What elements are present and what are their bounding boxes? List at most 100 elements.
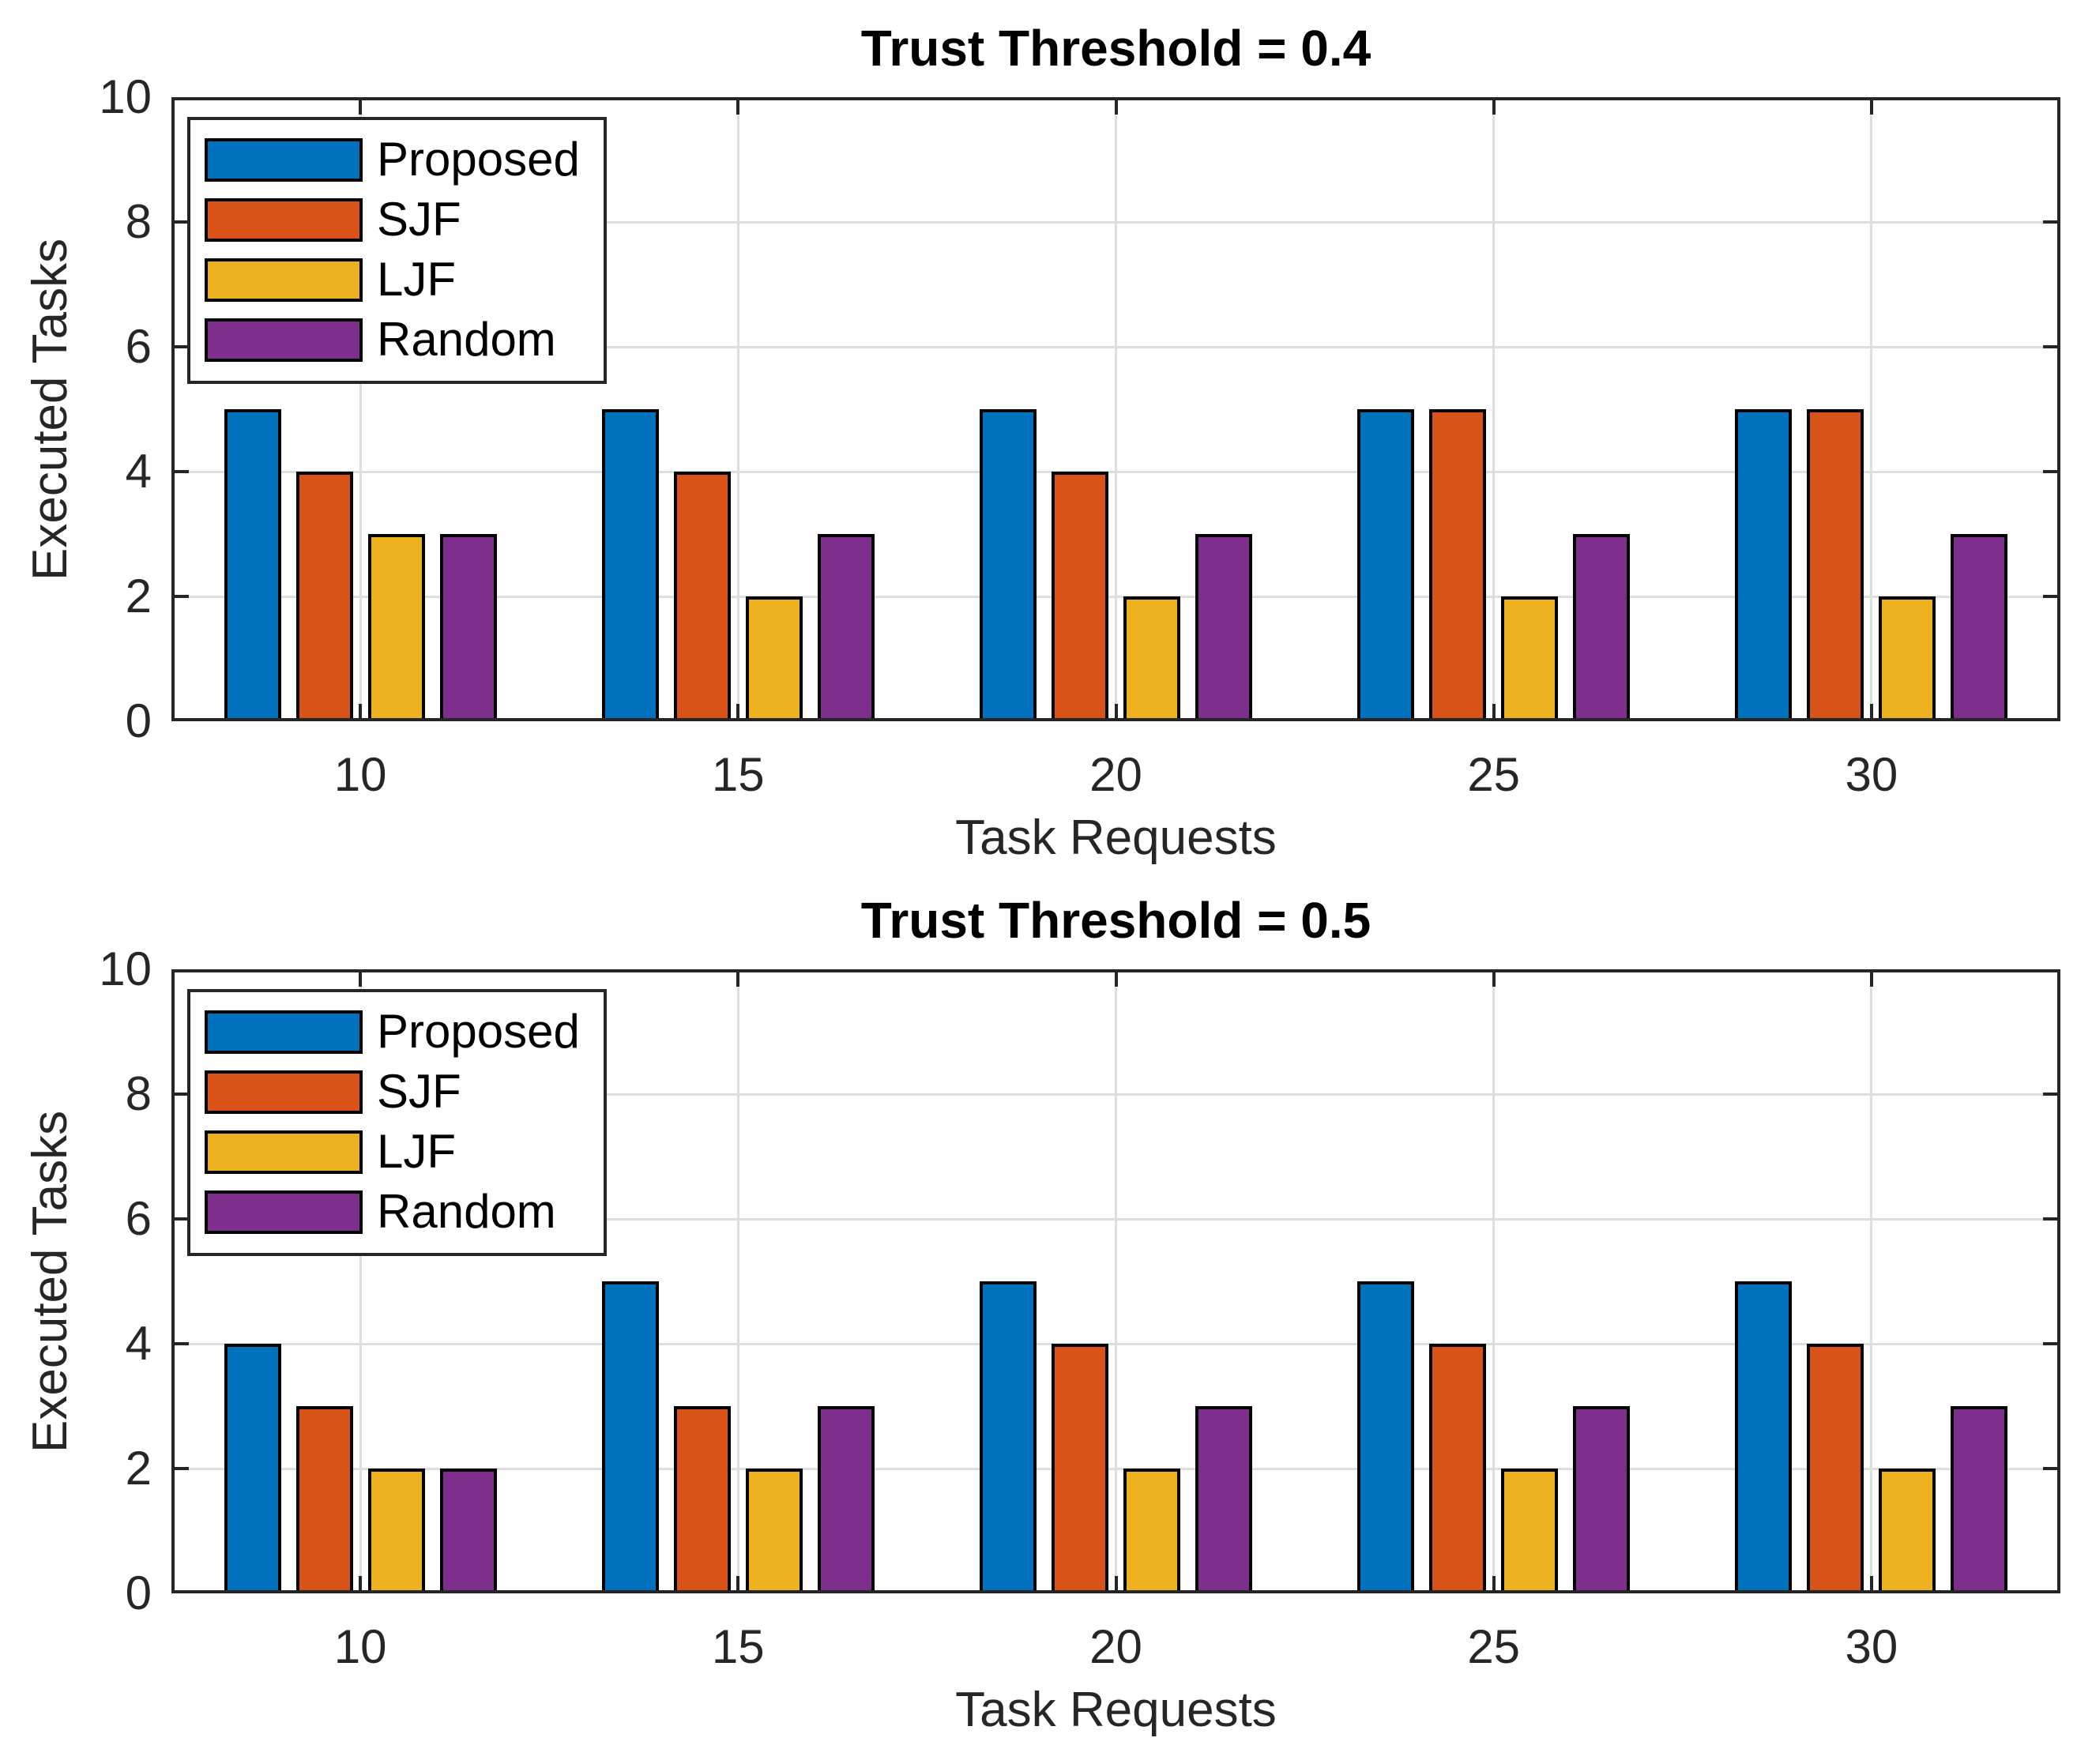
legend-swatch-random (205, 318, 363, 362)
x-tick-label-30: 30 (1845, 748, 1898, 801)
y-tick-mark (175, 1467, 189, 1470)
y-tick-label-0: 0 (125, 694, 152, 747)
legend-label-proposed: Proposed (377, 133, 580, 186)
legend-item-proposed: Proposed (205, 1002, 580, 1062)
bar-ljf-20 (1123, 1469, 1180, 1593)
x-tick-mark (1492, 972, 1496, 987)
bar-proposed-10 (224, 1344, 281, 1593)
legend-swatch-ljf (205, 1130, 363, 1174)
subplot-trust-threshold-0.5: Trust Threshold = 0.5 Executed Tasks Pro… (0, 872, 2092, 1764)
gridline-vertical (1492, 969, 1496, 1593)
y-tick-label-10: 10 (99, 942, 152, 995)
bar-ljf-10 (367, 534, 425, 721)
gridline-horizontal (171, 1467, 2060, 1470)
y-tick-mark (2043, 470, 2057, 473)
bar-proposed-15 (601, 1281, 659, 1593)
x-tick-mark (359, 972, 363, 987)
bar-sjf-15 (673, 472, 731, 721)
legend-item-random: Random (205, 310, 580, 370)
legend-label-sjf: SJF (377, 1065, 461, 1118)
y-tick-mark (175, 470, 189, 473)
legend-item-ljf: LJF (205, 1122, 580, 1182)
gridline-horizontal (171, 595, 2060, 598)
x-tick-mark (359, 100, 363, 115)
y-tick-label-4: 4 (125, 445, 152, 498)
bar-proposed-20 (980, 1281, 1037, 1593)
x-tick-mark (1869, 1576, 1873, 1590)
bar-proposed-15 (601, 409, 659, 721)
y-axis-label: Executed Tasks (23, 1110, 77, 1453)
bar-proposed-20 (980, 409, 1037, 721)
y-tick-mark (175, 220, 189, 224)
y-tick-label-8: 8 (125, 195, 152, 248)
bar-ljf-30 (1879, 596, 1936, 721)
x-tick-label-10: 10 (333, 748, 387, 801)
bar-random-10 (439, 1469, 497, 1593)
bar-ljf-25 (1501, 596, 1559, 721)
gridline-vertical (359, 97, 362, 721)
legend-item-sjf: SJF (205, 1062, 580, 1122)
x-tick-mark (1114, 100, 1118, 115)
y-tick-mark (2043, 220, 2057, 224)
bar-sjf-25 (1429, 1344, 1487, 1593)
x-tick-mark (359, 1576, 363, 1590)
legend-item-sjf: SJF (205, 190, 580, 250)
bar-proposed-10 (224, 409, 281, 721)
gridline-horizontal (171, 220, 2060, 224)
x-tick-label-15: 15 (711, 748, 765, 801)
bar-random-25 (1573, 534, 1631, 721)
bar-ljf-20 (1123, 596, 1180, 721)
x-tick-label-10: 10 (333, 1620, 387, 1673)
y-axis-label: Executed Tasks (23, 238, 77, 581)
legend-swatch-random (205, 1190, 363, 1234)
x-tick-mark (1492, 100, 1496, 115)
x-tick-label-25: 25 (1467, 1620, 1521, 1673)
y-tick-mark (2043, 1342, 2057, 1345)
x-tick-label-30: 30 (1845, 1620, 1898, 1673)
bar-random-20 (1195, 1406, 1252, 1593)
x-tick-label-20: 20 (1089, 1620, 1142, 1673)
x-tick-mark (1114, 704, 1118, 718)
legend: Proposed SJF LJF Random (187, 989, 607, 1256)
bar-ljf-10 (367, 1469, 425, 1593)
x-tick-mark (1869, 100, 1873, 115)
bar-ljf-30 (1879, 1469, 1936, 1593)
bar-proposed-25 (1357, 409, 1415, 721)
bar-sjf-30 (1807, 1344, 1864, 1593)
y-tick-mark (2043, 595, 2057, 598)
y-tick-label-0: 0 (125, 1567, 152, 1619)
bar-proposed-30 (1735, 1281, 1793, 1593)
y-tick-label-4: 4 (125, 1317, 152, 1370)
gridline-horizontal (171, 1342, 2060, 1345)
bar-ljf-15 (745, 1469, 803, 1593)
y-tick-mark (2043, 1467, 2057, 1470)
x-tick-mark (736, 100, 740, 115)
y-tick-label-6: 6 (125, 320, 152, 373)
y-tick-label-6: 6 (125, 1192, 152, 1245)
y-tick-mark (2043, 345, 2057, 348)
x-tick-mark (1114, 1576, 1118, 1590)
x-tick-mark (1869, 972, 1873, 987)
gridline-horizontal (171, 470, 2060, 473)
bar-random-30 (1951, 1406, 2008, 1593)
y-tick-mark (175, 345, 189, 348)
y-tick-label-10: 10 (99, 70, 152, 123)
x-tick-label-25: 25 (1467, 748, 1521, 801)
bar-random-25 (1573, 1406, 1631, 1593)
bar-sjf-30 (1807, 409, 1864, 721)
y-tick-mark (2043, 1093, 2057, 1096)
y-tick-mark (2043, 1217, 2057, 1221)
y-tick-mark (175, 1217, 189, 1221)
legend-label-proposed: Proposed (377, 1005, 580, 1058)
x-tick-mark (736, 704, 740, 718)
gridline-vertical (1115, 97, 1117, 721)
legend: Proposed SJF LJF Random (187, 117, 607, 384)
y-tick-mark (175, 1093, 189, 1096)
bar-sjf-20 (1052, 1344, 1108, 1593)
gridline-vertical (1115, 969, 1117, 1593)
gridline-vertical (359, 969, 362, 1593)
x-tick-mark (1492, 1576, 1496, 1590)
bar-sjf-10 (295, 472, 353, 721)
bar-random-10 (439, 534, 497, 721)
